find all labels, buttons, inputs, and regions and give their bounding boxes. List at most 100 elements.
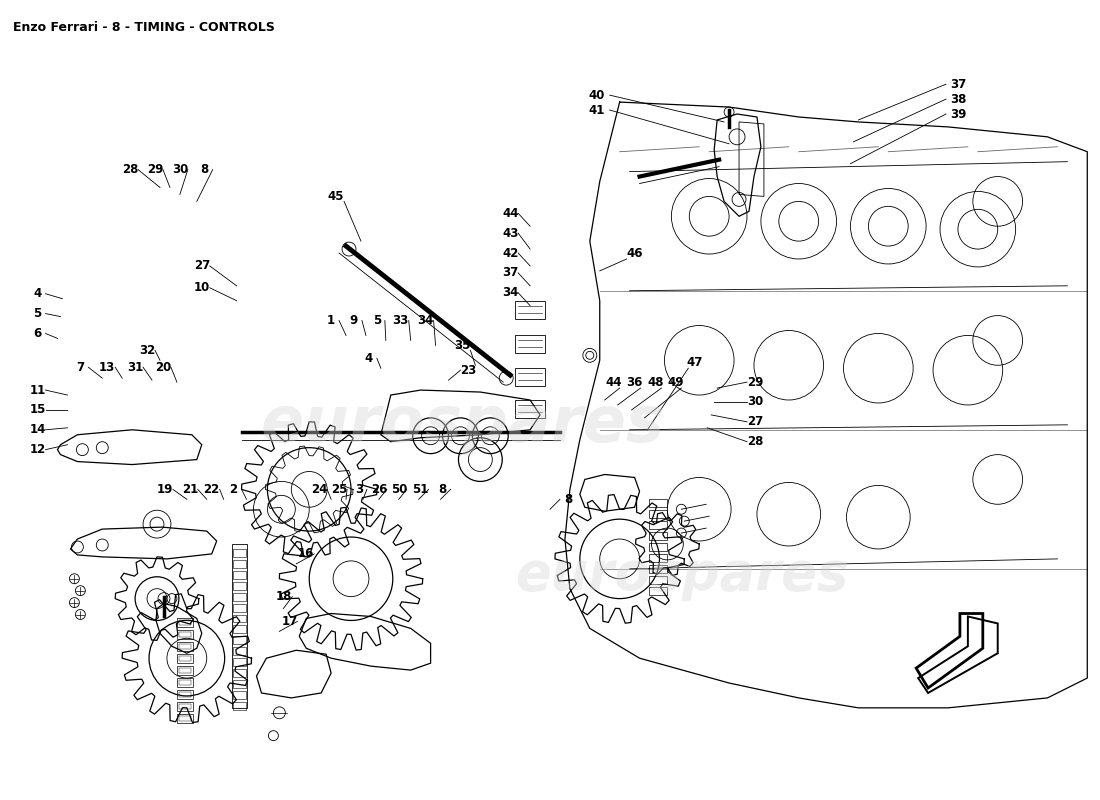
Text: 27: 27 — [747, 415, 763, 428]
Text: 38: 38 — [949, 93, 966, 106]
Text: 29: 29 — [747, 376, 763, 389]
Text: eurospares: eurospares — [515, 549, 848, 601]
Text: 51: 51 — [412, 483, 429, 496]
Bar — [179, 644, 190, 650]
Text: 30: 30 — [172, 163, 188, 176]
Bar — [232, 549, 245, 557]
Bar — [649, 554, 668, 562]
Bar — [177, 654, 192, 663]
Text: 41: 41 — [588, 103, 605, 117]
Text: 43: 43 — [502, 226, 518, 240]
Text: 34: 34 — [502, 286, 518, 299]
Bar — [232, 636, 245, 644]
Bar — [232, 571, 245, 578]
Text: 47: 47 — [686, 356, 703, 369]
Bar — [649, 521, 668, 529]
Bar — [232, 560, 245, 568]
Text: 2: 2 — [230, 483, 238, 496]
Text: 31: 31 — [126, 361, 143, 374]
Text: 26: 26 — [371, 483, 387, 496]
Bar — [232, 544, 246, 708]
Text: 14: 14 — [30, 423, 46, 436]
Text: 28: 28 — [747, 435, 763, 448]
Text: 5: 5 — [373, 314, 381, 327]
Bar — [177, 714, 192, 722]
Text: 17: 17 — [282, 615, 297, 628]
Bar — [232, 582, 245, 590]
Bar — [179, 716, 190, 721]
Bar — [649, 499, 668, 507]
Text: 8: 8 — [564, 493, 572, 506]
Text: 48: 48 — [647, 376, 663, 389]
Bar — [179, 656, 190, 661]
Text: 21: 21 — [182, 483, 198, 496]
Text: 45: 45 — [328, 190, 344, 203]
Text: 46: 46 — [626, 246, 642, 259]
Bar — [232, 626, 245, 634]
Bar — [179, 668, 190, 673]
Text: 23: 23 — [460, 364, 476, 377]
Text: 18: 18 — [276, 590, 293, 603]
Text: 5: 5 — [33, 307, 42, 320]
Bar — [515, 368, 544, 386]
Text: 7: 7 — [76, 361, 85, 374]
Bar — [232, 647, 245, 655]
Bar — [232, 614, 245, 622]
Text: 35: 35 — [454, 339, 471, 352]
Text: 30: 30 — [747, 395, 763, 409]
Text: 1: 1 — [327, 314, 336, 327]
Text: 8: 8 — [200, 163, 209, 176]
Bar — [177, 666, 192, 675]
Bar — [179, 704, 190, 709]
Text: 37: 37 — [949, 78, 966, 90]
Text: 49: 49 — [667, 376, 683, 389]
Text: 3: 3 — [355, 483, 363, 496]
Text: 44: 44 — [502, 207, 518, 220]
Text: 13: 13 — [99, 361, 116, 374]
Text: 6: 6 — [33, 327, 42, 340]
Text: 39: 39 — [949, 107, 966, 121]
Text: 29: 29 — [146, 163, 163, 176]
Text: 10: 10 — [194, 282, 210, 294]
Text: 44: 44 — [605, 376, 621, 389]
Bar — [649, 565, 668, 573]
Text: 36: 36 — [626, 376, 642, 389]
Bar — [649, 576, 668, 584]
Text: 9: 9 — [350, 314, 359, 327]
Bar — [179, 632, 190, 638]
Text: 32: 32 — [139, 344, 155, 357]
Bar — [232, 691, 245, 699]
Bar — [177, 678, 192, 687]
Text: 37: 37 — [502, 266, 518, 279]
Text: eurospares: eurospares — [261, 393, 664, 455]
Text: 42: 42 — [502, 246, 518, 259]
Text: 22: 22 — [204, 483, 220, 496]
Bar — [515, 335, 544, 354]
Bar — [649, 543, 668, 551]
Text: 19: 19 — [157, 483, 173, 496]
Bar — [232, 669, 245, 677]
Text: 33: 33 — [393, 314, 409, 327]
Text: 25: 25 — [331, 483, 348, 496]
Bar — [177, 618, 192, 627]
Bar — [232, 658, 245, 666]
Text: 16: 16 — [298, 547, 315, 561]
Bar — [649, 586, 668, 594]
Bar — [177, 642, 192, 651]
Text: 34: 34 — [417, 314, 433, 327]
Bar — [177, 630, 192, 639]
Text: 50: 50 — [390, 483, 407, 496]
Bar — [179, 692, 190, 697]
Text: 11: 11 — [30, 383, 46, 397]
Bar — [232, 603, 245, 611]
Bar — [179, 680, 190, 685]
Text: 4: 4 — [33, 287, 42, 300]
Bar — [177, 690, 192, 699]
Text: 15: 15 — [30, 403, 46, 417]
Bar — [649, 532, 668, 540]
Text: 12: 12 — [30, 443, 46, 456]
Bar — [515, 301, 544, 318]
Bar — [232, 702, 245, 710]
Bar — [177, 702, 192, 711]
Text: 8: 8 — [439, 483, 447, 496]
